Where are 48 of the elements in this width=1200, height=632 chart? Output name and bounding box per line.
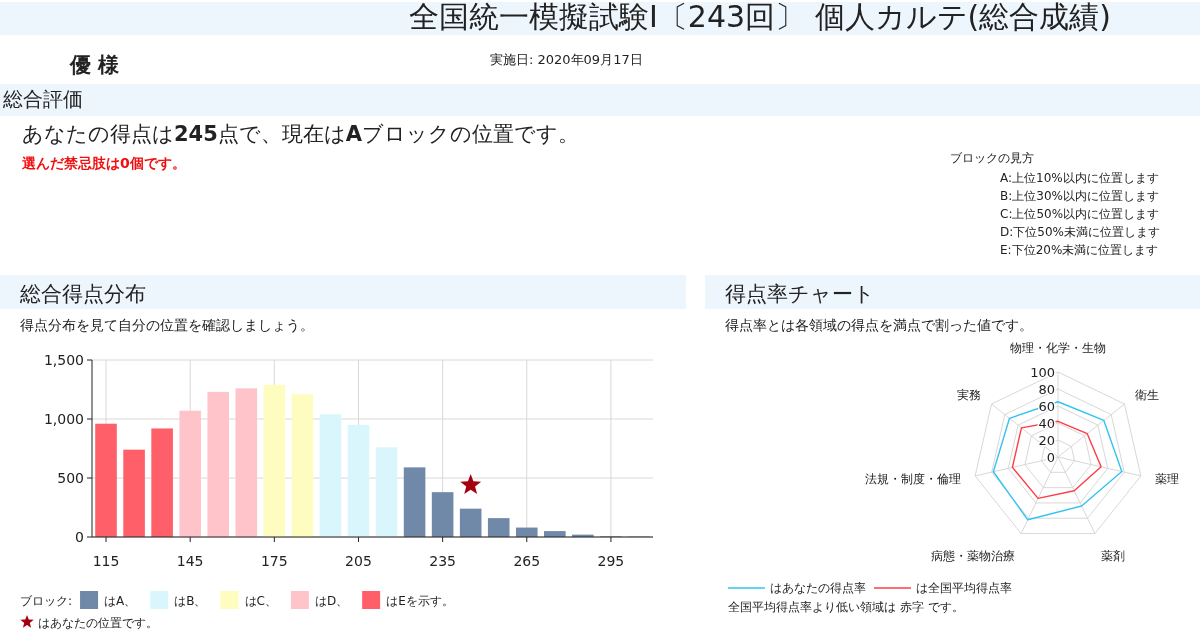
- legend-label: は全国平均得点率: [916, 581, 1012, 595]
- y-tick-label: 0: [75, 529, 84, 545]
- text: B:上位30%以内に位置します: [1000, 189, 1159, 203]
- text: あなたの得点は245点で、現在はAブロックの位置です。: [22, 122, 580, 146]
- text: ブロックの見方: [950, 151, 1034, 165]
- legend-label: はあなたの位置です。: [38, 616, 158, 630]
- legend-title: ブロック:: [20, 594, 73, 608]
- y-tick-label: 1,500: [43, 352, 84, 368]
- x-tick-label: 205: [345, 553, 372, 569]
- text: A:上位10%以内に位置します: [1000, 171, 1159, 185]
- text: 全国平均得点率より低い領域は 赤字 です。: [728, 600, 964, 614]
- spoke-label: 物理・化学・生物: [1010, 341, 1106, 355]
- text: C:上位50%以内に位置します: [1000, 207, 1160, 221]
- x-tick-label: 175: [260, 553, 288, 569]
- spoke-label: 薬理: [1154, 472, 1179, 487]
- y-tick-label: 100: [1030, 365, 1055, 380]
- text: 優 様: [69, 53, 121, 77]
- y-tick-label: 1,000: [43, 411, 84, 427]
- x-tick-label: 145: [176, 553, 204, 569]
- text: D:下位50%未満に位置します: [1000, 225, 1160, 239]
- y-tick-label: 80: [1038, 382, 1055, 397]
- spoke-label: 衛生: [1135, 388, 1160, 403]
- legend-label: はEを示す。: [386, 594, 454, 608]
- legend-label: はC、: [244, 594, 277, 608]
- text: 実施日: 2020年09月17日: [490, 52, 643, 67]
- y-tick-label: 20: [1038, 433, 1055, 448]
- spoke-label: 法規・制度・倫理: [865, 472, 962, 487]
- chart-subtitle: 得点率とは各領域の得点を満点で割った値です。: [725, 317, 1033, 333]
- chart-title: 総合得点分布: [19, 282, 146, 306]
- text: E:下位20%未満に位置します: [1000, 243, 1159, 257]
- legend-label: はA、: [104, 594, 137, 608]
- y-tick-label: 500: [57, 470, 84, 486]
- y-tick-label: 0: [1046, 450, 1055, 465]
- text: 総合評価: [2, 87, 83, 111]
- spoke-label: 薬剤: [1100, 549, 1125, 564]
- chart-subtitle: 得点分布を見て自分の位置を確認しましょう。: [20, 317, 314, 333]
- legend-label: はD、: [314, 594, 349, 608]
- text: 全国統一模擬試験I〔243回〕 個人カルテ(総合成績): [408, 0, 1112, 34]
- x-tick-label: 265: [513, 553, 541, 569]
- x-tick-label: 235: [429, 553, 456, 569]
- x-tick-label: 115: [92, 553, 120, 569]
- spoke-label: 実務: [956, 388, 981, 403]
- spoke-label: 病態・薬物治療: [931, 549, 1016, 564]
- chart-title: 得点率チャート: [725, 282, 875, 306]
- x-tick-label: 295: [597, 553, 625, 569]
- legend-label: はB、: [174, 594, 207, 608]
- legend-label: はあなたの得点率: [770, 581, 866, 595]
- text: 選んだ禁忌肢は0個です。: [21, 155, 186, 171]
